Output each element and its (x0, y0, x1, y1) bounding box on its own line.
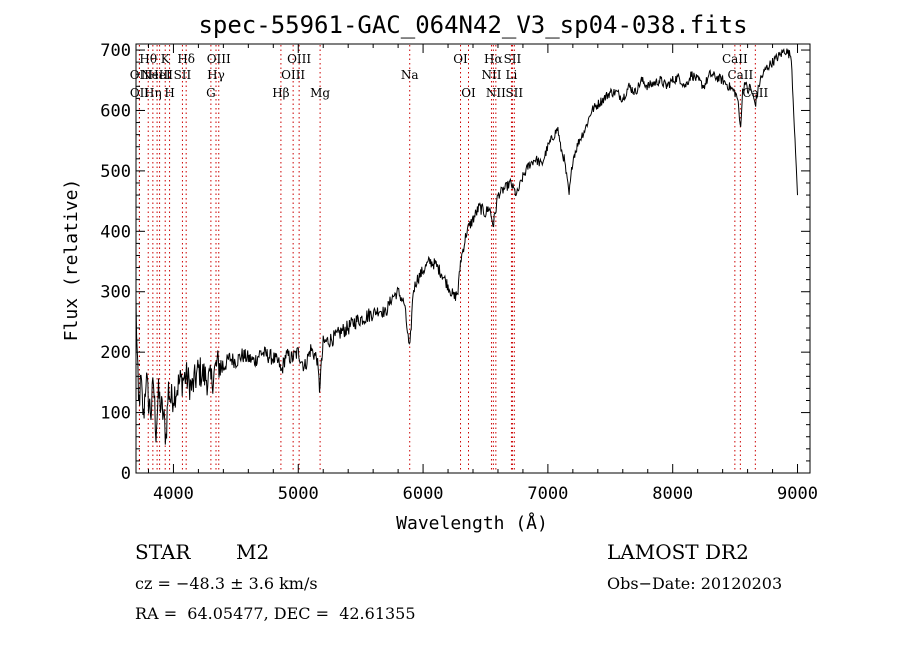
plot-frame (135, 43, 811, 474)
spectral-line-label: Hθ (139, 52, 157, 66)
spectral-line-label: NII (486, 86, 506, 100)
spectral-line-label: CaII (742, 86, 768, 100)
spectral-line-label: OI (461, 86, 476, 100)
spectral-line-label: Na (401, 68, 419, 82)
x-tick-label: 7000 (527, 484, 568, 504)
y-tick-label: 100 (100, 404, 131, 424)
spectral-line-label: Hγ (207, 68, 225, 82)
y-axis: 0 100 200 300 400 500 600 700 (100, 41, 810, 484)
spectral-line-label: CaII (727, 68, 753, 82)
y-tick-label: 300 (100, 283, 131, 303)
y-tick-label: 700 (100, 41, 131, 61)
spectral-line-label: Hδ (177, 52, 195, 66)
x-tick-label: 9000 (777, 484, 818, 504)
observation-date: Obs−Date: 20120203 (607, 574, 783, 593)
spectral-line-label: OII (130, 86, 150, 100)
object-subclass: M2 (236, 540, 270, 564)
survey-name: LAMOST DR2 (607, 540, 749, 564)
spectral-line-label: SII (504, 52, 522, 66)
spectral-line-label: Hη (144, 86, 162, 100)
spectral-line-markers (138, 45, 756, 472)
x-tick-label: 8000 (652, 484, 693, 504)
ra-dec-coordinates: RA = 64.05477, DEC = 42.61355 (135, 604, 416, 623)
object-class: STAR (135, 540, 191, 564)
spectral-line-label: Hβ (272, 86, 289, 100)
x-axis-label: Wavelength (Å) (396, 512, 548, 534)
x-tick-label: 5000 (278, 484, 319, 504)
spectral-line-label: OIII (287, 52, 311, 66)
spectral-line-label: OI (453, 52, 468, 66)
redshift-cz: cz = −48.3 ± 3.6 km/s (135, 574, 318, 593)
chart-title: spec-55961-GAC_064N42_V3_sp04-038.fits (198, 11, 747, 39)
spectral-line-label: H (164, 86, 174, 100)
y-axis-label: Flux (relative) (61, 179, 82, 342)
x-tick-label: 6000 (403, 484, 444, 504)
y-tick-label: 400 (100, 222, 131, 242)
spectral-line-label: Hα (484, 52, 503, 66)
spectral-line-label: NeIII (141, 68, 173, 82)
spectral-line-labels: OIIOIIHθHηNeIIIHeIKHSIIHδGHγOIIIHβOIIIOI… (130, 52, 769, 100)
y-tick-label: 500 (100, 162, 131, 182)
spectral-line-label: CaII (722, 52, 748, 66)
spectrum-line (135, 48, 798, 445)
spectral-line-label: OIII (281, 68, 305, 82)
spectral-line-label: Mg (310, 86, 330, 100)
spectral-line-label: K (161, 52, 171, 66)
spectral-line-label: HeI (148, 68, 171, 82)
spectral-line-label: G (206, 86, 216, 100)
x-axis: 4000 5000 6000 7000 8000 9000 (147, 44, 818, 504)
spectral-line-label: OII (130, 68, 150, 82)
y-tick-label: 0 (121, 464, 131, 484)
spectral-line-label: OIII (207, 52, 231, 66)
spectral-line-label: NII (481, 68, 501, 82)
y-tick-label: 200 (100, 343, 131, 363)
x-tick-label: 4000 (153, 484, 194, 504)
y-tick-label: 600 (100, 101, 131, 121)
spectral-line-label: Li (506, 68, 518, 82)
spectral-line-label: SII (174, 68, 192, 82)
spectral-line-label: SII (505, 86, 523, 100)
